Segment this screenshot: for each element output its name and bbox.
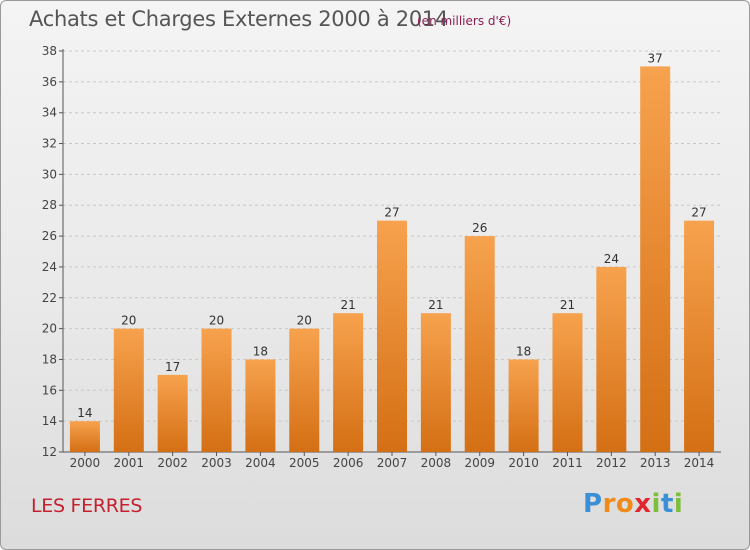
chart-subtitle: (en milliers d'€) [417,14,512,28]
x-tick-label: 2011 [552,456,583,470]
bar [552,313,583,452]
bar [464,236,495,452]
bar [640,66,671,452]
x-tick-label: 2013 [640,456,671,470]
y-tick-label: 32 [42,137,57,151]
proxiti-logo[interactable]: Proxiti [583,489,683,519]
y-tick-label: 12 [42,445,57,459]
x-tick-label: 2001 [114,456,145,470]
data-label: 17 [165,360,180,374]
y-tick-label: 24 [42,260,57,274]
bars [69,66,715,452]
data-label: 18 [253,344,268,358]
y-tick-label: 30 [42,167,57,181]
x-tick-label: 2004 [245,456,276,470]
y-tick-label: 26 [42,229,57,243]
x-tick-label: 2003 [201,456,232,470]
x-tick-label: 2008 [421,456,452,470]
x-tick-label: 2002 [157,456,188,470]
commune-name: LES FERRES [31,495,143,517]
bar [113,328,144,452]
y-tick-label: 16 [42,383,57,397]
logo-letter: t [660,489,674,519]
bar [201,328,232,452]
bar [69,421,100,452]
bar [684,220,715,452]
logo-letter: i [673,489,684,519]
chart-title: Achats et Charges Externes 2000 à 2014 [29,7,449,31]
bar [333,313,364,452]
bar [596,266,627,452]
logo-letter: o [615,489,635,519]
x-tick-label: 2009 [464,456,495,470]
data-labels: 14 20 17 20 18 20 21 27 21 26 18 21 24 37 27 [77,51,706,420]
bar [245,359,276,452]
data-label: 27 [691,206,706,220]
logo-letter: i [651,489,661,519]
bar [508,359,539,452]
x-tick-label: 2012 [596,456,627,470]
y-tick-label: 18 [42,352,57,366]
x-tick-label: 2005 [289,456,320,470]
y-tick-label: 22 [42,291,57,305]
data-label: 24 [604,252,619,266]
data-label: 37 [648,51,663,65]
x-tick-label: 2010 [508,456,539,470]
data-label: 21 [560,298,575,312]
bar [289,328,320,452]
axes: 12 14 16 18 20 22 24 26 28 30 32 34 36 38 2000 2001 2002… [42,44,721,470]
data-label: 21 [340,298,355,312]
data-label: 20 [297,314,312,328]
logo-letter: P [583,489,603,519]
x-tick-label: 2014 [684,456,715,470]
data-label: 27 [384,206,399,220]
x-tick-label: 2000 [70,456,101,470]
y-tick-label: 20 [42,322,57,336]
y-tick-label: 28 [42,198,57,212]
logo-letter: x [634,489,652,519]
data-label: 18 [516,344,531,358]
logo-letter: r [602,489,616,519]
y-tick-label: 14 [42,414,57,428]
data-label: 14 [77,406,92,420]
bar [157,374,188,452]
data-label: 26 [472,221,487,235]
data-label: 20 [209,314,224,328]
bar [377,220,407,452]
data-label: 20 [121,314,136,328]
x-tick-label: 2006 [333,456,364,470]
y-tick-label: 38 [42,44,57,58]
data-label: 21 [428,298,443,312]
bar [420,313,451,452]
y-tick-label: 34 [42,106,57,120]
x-tick-label: 2007 [377,456,408,470]
y-tick-label: 36 [42,75,57,89]
